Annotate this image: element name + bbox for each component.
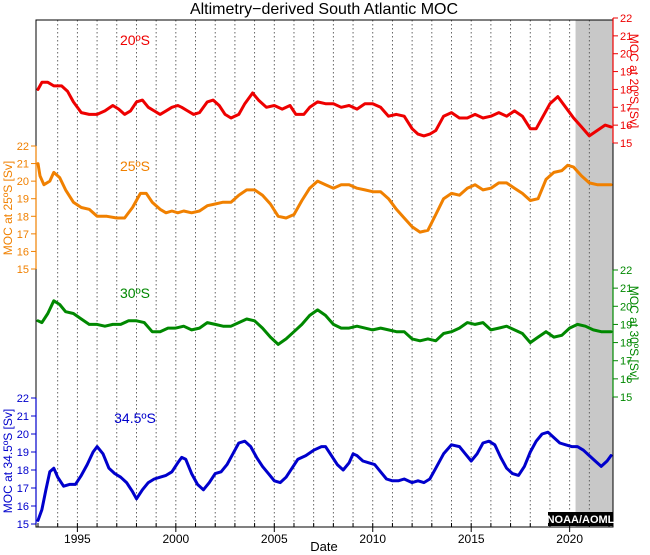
x-tick-label: 2015 [458, 532, 485, 546]
series-line-25S [36, 162, 613, 234]
series-label-25S: 25ºS [120, 158, 150, 174]
y-tick-label-34_5S: 22 [17, 393, 29, 405]
y-tick-label-30S: 21 [620, 283, 632, 295]
y-tick-label-34_5S: 17 [17, 483, 29, 495]
y-tick-label-34_5S: 20 [17, 429, 29, 441]
series-line-20S [36, 80, 613, 138]
plot-frame [35, 19, 614, 528]
y-tick-label-20S: 17 [620, 102, 632, 114]
x-tick-label: 2000 [162, 532, 189, 546]
y-tick-label-20S: 21 [620, 31, 632, 43]
series-line-30S [36, 299, 613, 346]
y-tick-label-20S: 22 [620, 13, 632, 25]
y-tick-label-25S: 20 [17, 176, 29, 188]
y-tick-label-34_5S: 19 [17, 447, 29, 459]
y-tick-label-20S: 16 [620, 120, 632, 132]
y-axis-label-20S: MOC at 20ºS [Sv] [627, 34, 641, 128]
y-tick-label-30S: 19 [620, 319, 632, 331]
shaded-period [575, 20, 613, 527]
x-tick-label: 2020 [556, 532, 583, 546]
y-axis-label-30S: MOC at 30ºS [Sv] [627, 286, 641, 380]
x-tick-label: 2010 [359, 532, 386, 546]
series-label-34_5S: 34.5ºS [114, 410, 156, 426]
y-tick-label-20S: 15 [620, 138, 632, 150]
y-tick-label-30S: 16 [620, 374, 632, 386]
y-tick-label-34_5S: 16 [17, 501, 29, 513]
y-tick-label-25S: 22 [17, 141, 29, 153]
y-tick-label-34_5S: 21 [17, 411, 29, 423]
y-tick-label-30S: 18 [620, 338, 632, 350]
credit-badge: NOAA/AOML [547, 512, 615, 526]
series-label-30S: 30ºS [120, 285, 150, 301]
series-line-34_5S [36, 430, 613, 522]
x-axis-label: Date [310, 539, 337, 554]
y-tick-label-34_5S: 15 [17, 519, 29, 531]
y-tick-label-30S: 22 [620, 265, 632, 277]
y-tick-label-20S: 19 [620, 67, 632, 79]
y-tick-label-30S: 15 [620, 392, 632, 404]
x-tick-label: 1995 [64, 532, 91, 546]
y-tick-label-25S: 18 [17, 211, 29, 223]
y-axis-label-25S: MOC at 25ºS [Sv] [1, 161, 15, 255]
y-tick-label-30S: 20 [620, 301, 632, 313]
y-tick-label-25S: 21 [17, 159, 29, 171]
y-axis-label-34_5S: MOC at 34.5ºS [Sv] [1, 409, 15, 513]
chart-title: Altimetry−derived South Atlantic MOC [190, 1, 458, 18]
y-tick-label-25S: 15 [17, 264, 29, 276]
y-tick-label-20S: 18 [620, 84, 632, 96]
y-tick-label-20S: 20 [620, 49, 632, 61]
y-tick-label-25S: 16 [17, 246, 29, 258]
y-tick-label-25S: 17 [17, 229, 29, 241]
credit-text: NOAA/AOML [547, 514, 615, 526]
x-tick-label: 2005 [261, 532, 288, 546]
y-tick-label-25S: 19 [17, 194, 29, 206]
y-tick-label-30S: 17 [620, 356, 632, 368]
y-tick-label-34_5S: 18 [17, 465, 29, 477]
series-label-20S: 20ºS [120, 32, 150, 48]
